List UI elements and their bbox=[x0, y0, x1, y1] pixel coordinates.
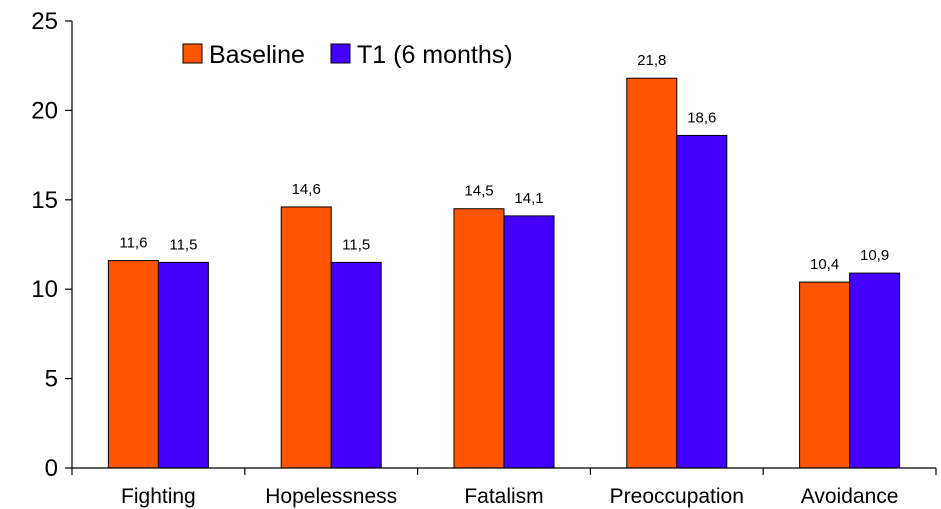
bar-hopelessness-baseline bbox=[280, 206, 332, 469]
y-tick-label: 20 bbox=[31, 97, 58, 124]
legend-swatch-baseline bbox=[182, 43, 203, 64]
data-label: 10,4 bbox=[810, 256, 839, 273]
data-label: 14,6 bbox=[292, 181, 321, 198]
bar-preoccupation-t1 bbox=[676, 134, 728, 469]
bar-avoidance-baseline bbox=[799, 281, 851, 469]
legend-label-t1: T1 (6 months) bbox=[357, 41, 513, 69]
x-tick-label: Hopelessness bbox=[265, 485, 397, 508]
data-label: 11,5 bbox=[342, 236, 370, 253]
bar-avoidance-t1 bbox=[849, 272, 901, 469]
x-axis-ticks bbox=[71, 468, 937, 475]
y-axis-ticks: 0 5 10 15 20 25 bbox=[31, 8, 72, 482]
data-label: 10,9 bbox=[860, 247, 889, 264]
bar-fighting-baseline bbox=[107, 260, 159, 469]
bar-preoccupation-baseline bbox=[626, 77, 678, 469]
bar-fatalism-baseline bbox=[453, 208, 505, 469]
data-label: 21,8 bbox=[637, 52, 666, 69]
data-label: 11,5 bbox=[169, 236, 197, 253]
y-tick-label: 5 bbox=[45, 366, 58, 393]
y-tick-label: 0 bbox=[45, 455, 58, 482]
x-tick-label: Fatalism bbox=[464, 485, 543, 508]
bar-fighting-t1 bbox=[157, 261, 209, 469]
data-label: 14,5 bbox=[464, 183, 493, 200]
data-labels: 11,6 11,5 14,6 11,5 14,5 14,1 21,8 18,6 10,4 10,9 bbox=[119, 52, 889, 273]
bar-hopelessness-t1 bbox=[330, 261, 382, 469]
category-labels: Fighting Hopelessness Fatalism Preoccupatio… bbox=[121, 485, 898, 508]
y-tick-label: 10 bbox=[31, 276, 58, 303]
data-label: 14,1 bbox=[514, 190, 543, 207]
legend-swatch-t1 bbox=[330, 43, 351, 64]
y-tick-label: 15 bbox=[31, 187, 58, 214]
y-tick-label: 25 bbox=[31, 8, 58, 35]
bars bbox=[107, 77, 901, 469]
bar-fatalism-t1 bbox=[503, 215, 555, 469]
x-tick-label: Preoccupation bbox=[610, 485, 744, 508]
x-tick-label: Avoidance bbox=[801, 485, 899, 508]
legend-label-baseline: Baseline bbox=[209, 41, 305, 69]
data-label: 11,6 bbox=[119, 235, 147, 252]
data-label: 18,6 bbox=[687, 109, 716, 126]
x-tick-label: Fighting bbox=[121, 485, 196, 508]
legend: Baseline T1 (6 months) bbox=[182, 41, 513, 69]
